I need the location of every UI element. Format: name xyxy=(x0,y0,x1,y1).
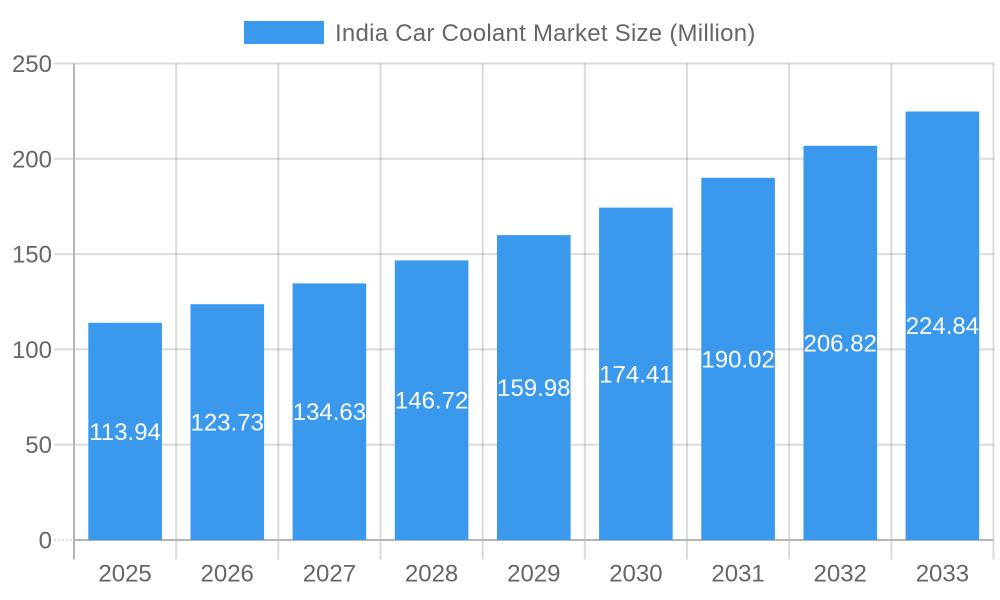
svg-text:159.98: 159.98 xyxy=(497,375,570,402)
svg-text:2029: 2029 xyxy=(507,561,560,588)
svg-text:206.82: 206.82 xyxy=(803,330,876,357)
svg-text:250: 250 xyxy=(12,51,52,78)
svg-text:200: 200 xyxy=(12,146,52,173)
svg-text:India Car Coolant Market Size: India Car Coolant Market Size (Million) xyxy=(335,20,756,47)
svg-text:2025: 2025 xyxy=(98,561,151,588)
svg-text:0: 0 xyxy=(39,528,52,555)
svg-text:146.72: 146.72 xyxy=(395,388,468,415)
svg-text:190.02: 190.02 xyxy=(701,346,774,373)
svg-text:150: 150 xyxy=(12,242,52,269)
svg-text:2033: 2033 xyxy=(916,561,969,588)
svg-text:50: 50 xyxy=(25,432,52,459)
svg-text:2026: 2026 xyxy=(201,561,254,588)
svg-text:2032: 2032 xyxy=(814,561,867,588)
svg-text:2031: 2031 xyxy=(711,561,764,588)
svg-text:113.94: 113.94 xyxy=(89,419,161,446)
svg-text:123.73: 123.73 xyxy=(190,410,263,437)
svg-text:2027: 2027 xyxy=(303,561,356,588)
svg-text:174.41: 174.41 xyxy=(599,361,672,388)
svg-text:2030: 2030 xyxy=(609,561,662,588)
svg-text:100: 100 xyxy=(12,337,52,364)
svg-text:134.63: 134.63 xyxy=(293,399,366,426)
svg-text:224.84: 224.84 xyxy=(906,313,979,340)
svg-text:2028: 2028 xyxy=(405,561,458,588)
